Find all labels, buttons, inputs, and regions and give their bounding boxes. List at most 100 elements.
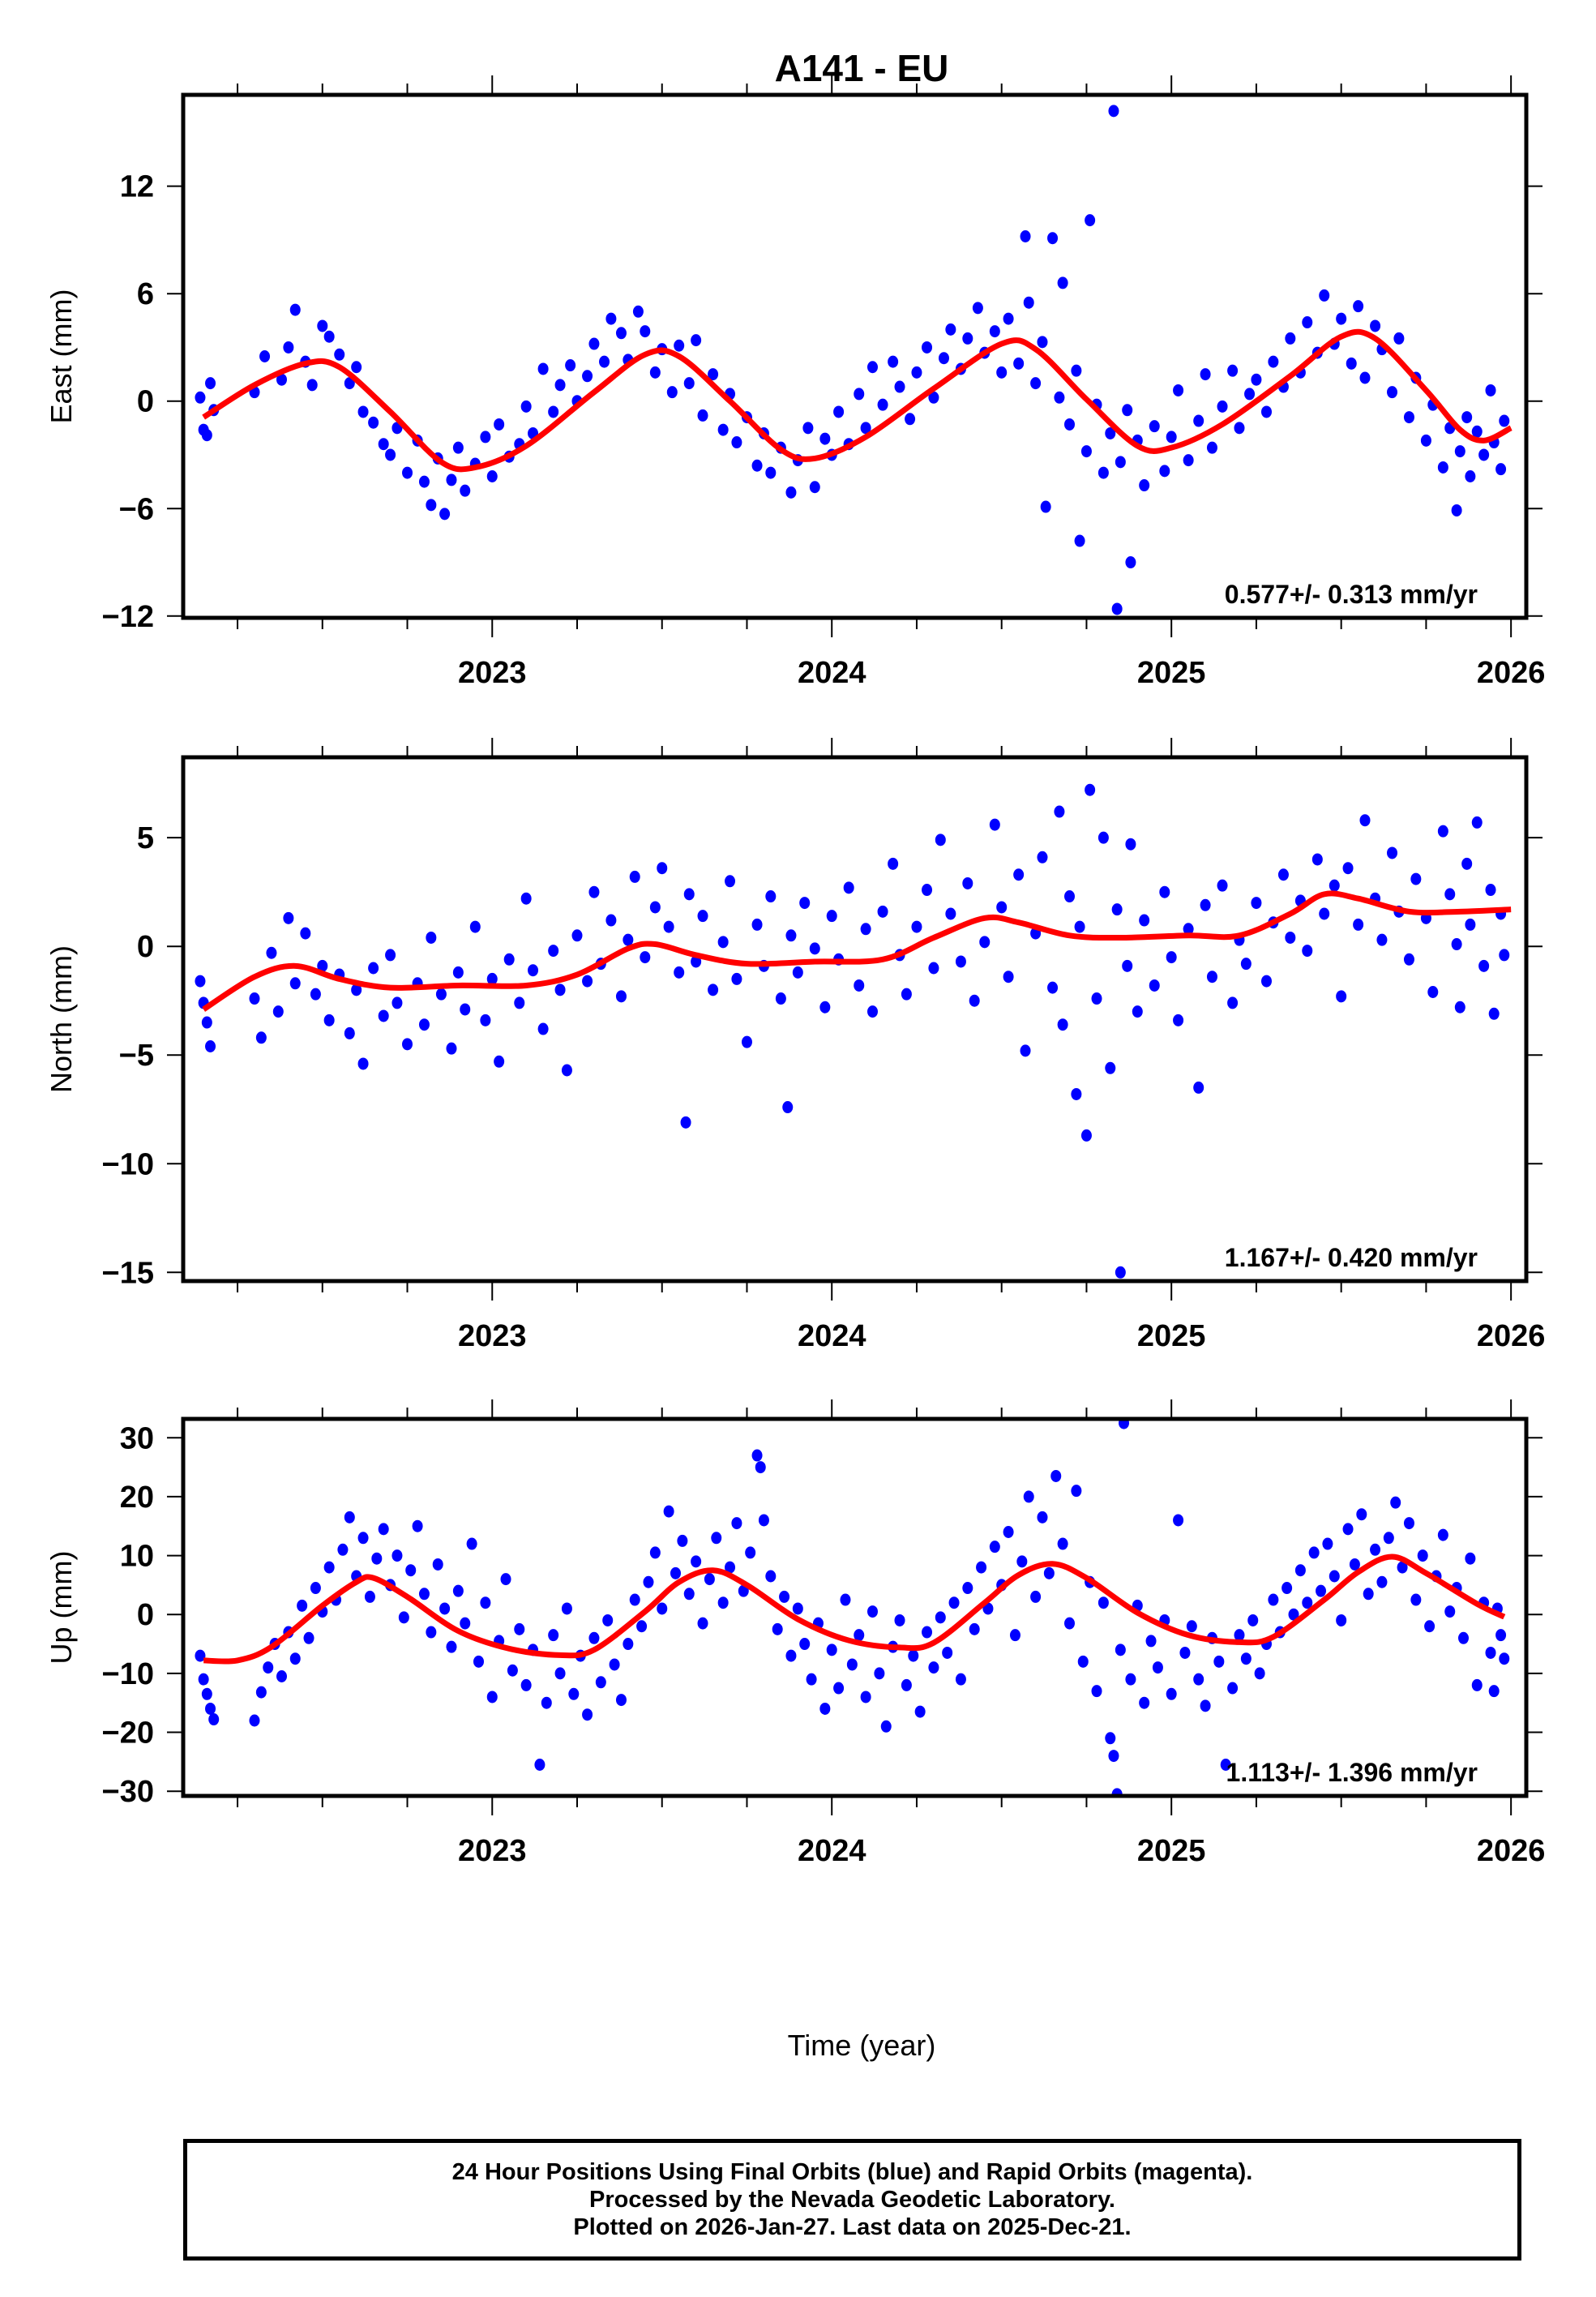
data-point xyxy=(205,377,216,390)
data-point xyxy=(1495,463,1507,476)
footer-line-orbits: 24 Hour Positions Using Final Orbits (bl… xyxy=(451,2159,1253,2185)
data-point xyxy=(928,391,939,404)
data-point xyxy=(276,373,287,386)
data-point xyxy=(1173,1014,1184,1026)
data-point xyxy=(1013,868,1025,881)
data-point xyxy=(819,1001,831,1014)
data-point xyxy=(534,1758,546,1771)
data-point xyxy=(385,448,396,461)
data-point xyxy=(1085,783,1096,796)
data-point xyxy=(1125,556,1136,569)
x-tick-label: 2025 xyxy=(1137,1834,1206,1868)
data-point xyxy=(901,988,912,1001)
data-point xyxy=(1499,414,1510,427)
data-point xyxy=(636,1620,648,1633)
y-tick-label: 30 xyxy=(120,1421,154,1455)
data-point xyxy=(1111,903,1123,916)
data-point xyxy=(1336,990,1347,1003)
data-point xyxy=(460,1003,471,1016)
data-point xyxy=(731,1517,742,1530)
data-point xyxy=(643,1575,654,1588)
data-point xyxy=(588,1631,600,1644)
data-point xyxy=(666,386,678,399)
data-point xyxy=(717,1596,729,1609)
data-point xyxy=(911,920,922,933)
data-point xyxy=(602,1613,614,1626)
data-point xyxy=(1098,466,1109,479)
data-point xyxy=(494,1055,505,1068)
data-point xyxy=(1461,857,1473,870)
data-point xyxy=(697,910,708,923)
data-point xyxy=(1485,384,1496,396)
y-tick-label: 6 xyxy=(137,277,154,311)
data-point xyxy=(289,1652,301,1665)
data-point xyxy=(1319,289,1330,302)
data-point xyxy=(1495,1629,1507,1642)
data-point xyxy=(819,432,831,445)
data-point xyxy=(289,977,301,990)
data-point xyxy=(255,1686,267,1699)
data-point xyxy=(894,1613,905,1626)
data-point xyxy=(1200,898,1211,911)
data-point xyxy=(1444,1605,1456,1618)
data-point xyxy=(1091,992,1102,1005)
data-point xyxy=(731,972,742,985)
data-point xyxy=(1115,1266,1126,1279)
data-point xyxy=(1054,391,1065,404)
data-point xyxy=(201,429,212,442)
data-point xyxy=(802,422,814,435)
data-point xyxy=(741,1035,752,1048)
panel-north: 2023 2024 2025 2026 −15 −10 −5 0 5 North (mm) 1.16… xyxy=(45,738,1545,1353)
data-point xyxy=(494,418,505,431)
data-point xyxy=(1356,1508,1367,1521)
processing-info-box: 24 Hour Positions Using Final Orbits (bl… xyxy=(183,2139,1521,2261)
data-point xyxy=(755,1461,766,1474)
x-tick-label: 2025 xyxy=(1137,656,1206,690)
data-point xyxy=(351,984,362,996)
data-point xyxy=(418,475,430,488)
data-point xyxy=(1098,1596,1109,1609)
data-point xyxy=(901,1678,912,1691)
data-point xyxy=(1009,1629,1020,1642)
data-point xyxy=(1227,364,1239,377)
data-point xyxy=(792,966,803,979)
data-point xyxy=(765,1570,777,1583)
data-point xyxy=(300,927,311,940)
data-point xyxy=(480,1014,491,1026)
data-point xyxy=(1417,1549,1428,1562)
data-point xyxy=(1122,404,1133,417)
data-point xyxy=(1047,232,1059,245)
data-point xyxy=(1499,949,1510,962)
data-point xyxy=(908,1649,919,1662)
data-point xyxy=(809,942,820,955)
data-point xyxy=(623,933,634,946)
data-point xyxy=(877,398,888,411)
data-point xyxy=(368,416,379,429)
data-point xyxy=(1193,1673,1204,1686)
data-point xyxy=(255,1031,267,1044)
x-tick-label: 2026 xyxy=(1477,1834,1546,1868)
data-point xyxy=(1499,1652,1510,1665)
data-point xyxy=(588,885,600,898)
data-point xyxy=(1260,975,1272,988)
data-point xyxy=(1302,316,1313,329)
data-point xyxy=(520,1678,532,1691)
data-point xyxy=(1393,332,1405,345)
data-point xyxy=(1152,1661,1163,1674)
data-point xyxy=(1342,862,1354,875)
data-point xyxy=(1105,1732,1116,1745)
model-curve-north xyxy=(202,890,1512,1012)
data-point xyxy=(402,1038,413,1051)
data-point xyxy=(657,1602,668,1615)
data-point xyxy=(1183,923,1194,936)
data-point xyxy=(948,1596,960,1609)
data-point xyxy=(317,959,328,972)
data-point xyxy=(640,325,651,338)
data-point xyxy=(922,884,933,897)
data-point xyxy=(833,1682,845,1695)
y-tick-label: −10 xyxy=(102,1657,154,1691)
data-point xyxy=(402,466,413,479)
data-point xyxy=(877,905,888,918)
data-point xyxy=(972,302,983,315)
data-point xyxy=(1071,364,1082,377)
